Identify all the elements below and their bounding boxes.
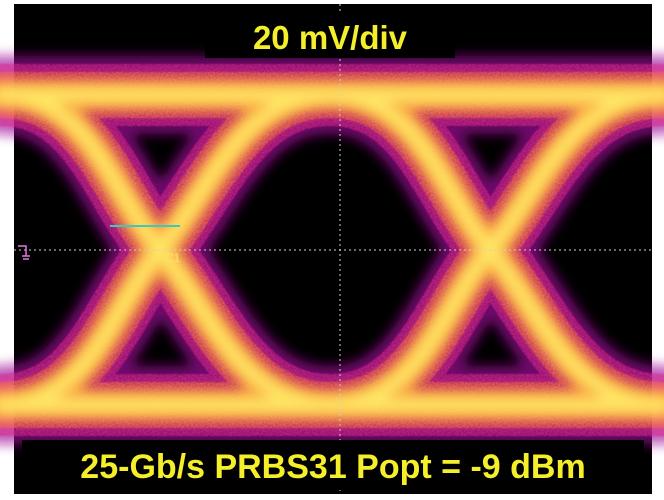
caption-bg xyxy=(22,440,644,490)
graticule xyxy=(14,4,652,494)
scale-label-bg xyxy=(205,14,455,58)
channel-label: C1 xyxy=(165,251,181,265)
scale-label: 20 mV/div xyxy=(253,19,408,56)
caption: 25-Gb/s PRBS31 Popt = -9 dBm xyxy=(80,448,585,486)
ground-symbol xyxy=(18,245,30,260)
